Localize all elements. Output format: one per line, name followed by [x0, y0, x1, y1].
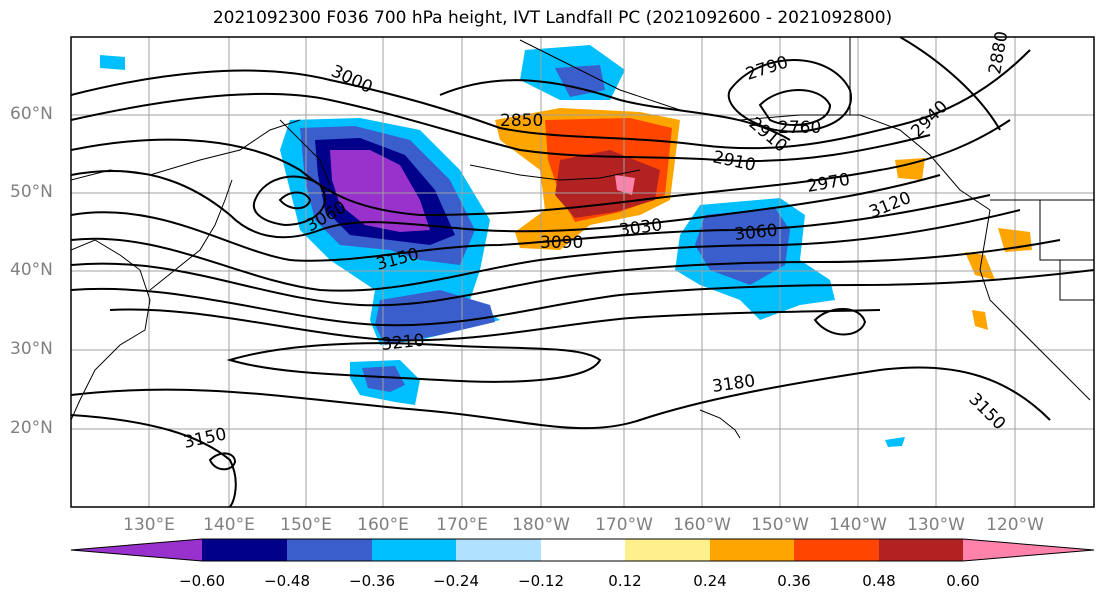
contour-3180 — [71, 366, 1051, 430]
contour-label: 2760 — [778, 118, 821, 138]
contour-2970 — [71, 119, 1011, 217]
colorbar-outline — [70, 538, 1095, 562]
lon-label: 120°W — [986, 515, 1044, 535]
pos-region-coast1 — [895, 158, 925, 180]
contour-3060 — [71, 209, 1021, 292]
lon-label: 130°W — [907, 515, 965, 535]
na-west-coast — [979, 209, 1091, 401]
lon-label: 170°E — [436, 515, 488, 535]
height-contours — [71, 37, 1094, 507]
lon-label: 150°W — [751, 515, 809, 535]
alaska-coast — [519, 39, 991, 211]
japan-coast — [149, 179, 233, 291]
colorbar-tick-label: −0.36 — [349, 572, 395, 590]
colorbar-bin — [710, 539, 794, 561]
pos-region-core — [615, 175, 635, 195]
lon-label: 160°E — [357, 515, 409, 535]
colorbar-tick-label: −0.60 — [179, 572, 225, 590]
kamchatka-coast — [279, 119, 331, 186]
aleutians — [469, 164, 641, 181]
colorbar-extend-right — [963, 539, 1094, 561]
colorbar-tick-label: 0.48 — [862, 572, 896, 590]
map-frame — [70, 36, 1095, 508]
contour-2880 — [71, 49, 1031, 150]
contour-3090 — [71, 239, 1061, 307]
contour-low-center — [278, 191, 312, 210]
contour-2910 — [71, 92, 931, 162]
map-title: 2021092300 F036 700 hPa height, IVT Land… — [212, 8, 893, 28]
neg-region-nw — [100, 55, 125, 70]
contour-label: 2910 — [711, 147, 757, 176]
lon-label: 180°W — [512, 515, 570, 535]
lon-label: 130°E — [123, 515, 175, 535]
colorbar-tick-label: −0.24 — [433, 572, 479, 590]
contour-3000 — [71, 170, 941, 239]
contour-label: 3090 — [540, 233, 583, 253]
colorbar-extend-left — [71, 539, 202, 561]
asia-coast — [71, 239, 151, 421]
contour-label: 3060 — [733, 221, 778, 245]
contour-east-closed — [813, 308, 867, 336]
lat-label: 50°N — [10, 182, 53, 202]
pos-region-coast3 — [965, 252, 995, 280]
hawaii — [699, 409, 741, 439]
colorbar-bin — [879, 539, 963, 561]
contour-label: 3000 — [328, 61, 376, 97]
colorbar-tick-label: 0.60 — [946, 572, 980, 590]
lon-label: 170°W — [595, 515, 653, 535]
colorbar-tick-label: −0.12 — [518, 572, 564, 590]
colorbar — [70, 538, 1095, 562]
contour-2790 — [727, 59, 852, 133]
us-state-line — [1039, 200, 1094, 261]
neg-region-dot — [885, 437, 905, 447]
colorbar-tick-label: −0.48 — [264, 572, 310, 590]
lon-label: 160°W — [673, 515, 731, 535]
colorbar-bin — [541, 539, 625, 561]
lon-label: 140°E — [203, 515, 255, 535]
contour-label: 2850 — [500, 111, 543, 131]
contour-label: 3150 — [964, 389, 1009, 434]
contour-2850 — [439, 79, 791, 141]
neg-region-east-in — [695, 208, 790, 285]
contour-label: 3030 — [618, 215, 664, 241]
contour-3030 — [71, 194, 991, 262]
colorbar-tick-label: 0.24 — [693, 572, 727, 590]
neg-region-north-in — [555, 65, 605, 97]
contour-label: 3210 — [380, 331, 425, 355]
us-state-line2 — [1059, 260, 1094, 301]
lon-label: 140°W — [829, 515, 887, 535]
pos-region-coast4 — [972, 310, 988, 330]
contour-3150 — [109, 308, 881, 342]
lat-label: 30°N — [10, 339, 53, 359]
colorbar-bin — [456, 539, 541, 561]
colorbar-bin — [287, 539, 372, 561]
lat-label: 20°N — [10, 418, 53, 438]
contour-label: 2790 — [743, 52, 790, 84]
colorbar-bin — [202, 539, 287, 561]
lat-label: 40°N — [10, 260, 53, 280]
contour-small-high — [208, 452, 237, 471]
colorbar-bin — [372, 539, 456, 561]
contour-3150-sw — [71, 414, 237, 507]
colorbar-tick-label: 0.36 — [777, 572, 811, 590]
contour-ne — [899, 37, 1001, 131]
neg-region-core — [330, 150, 430, 232]
asia-north-coast — [71, 119, 301, 181]
contour-low-ring — [252, 175, 326, 227]
colorbar-tick-label: 0.12 — [608, 572, 642, 590]
contour-3120 — [71, 269, 1094, 327]
colorbar-bin — [794, 539, 879, 561]
lat-label: 60°N — [10, 104, 53, 124]
lon-label: 150°E — [280, 515, 332, 535]
contour-2760 — [758, 89, 832, 126]
coastlines — [71, 37, 1094, 439]
colorbar-bin — [625, 539, 710, 561]
contour-3210 — [226, 342, 602, 383]
